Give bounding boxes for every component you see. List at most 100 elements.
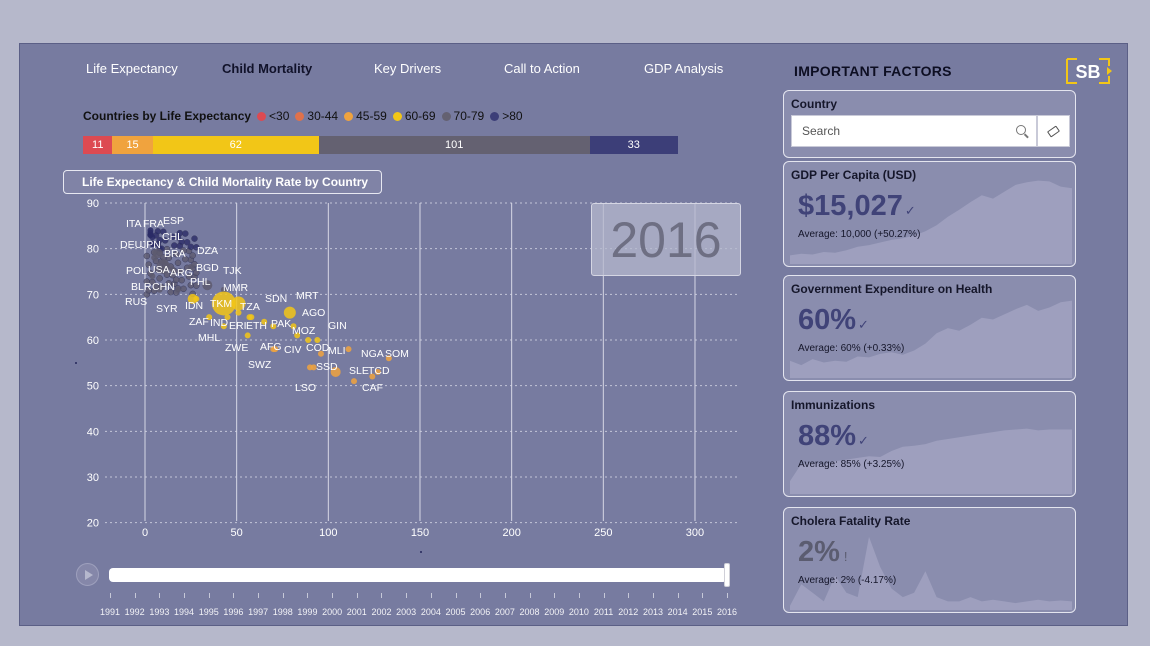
scatter-point[interactable] bbox=[187, 243, 195, 251]
scatter-point[interactable] bbox=[149, 241, 156, 248]
legend-item[interactable]: 70-79 bbox=[441, 109, 484, 123]
scatter-point[interactable] bbox=[224, 314, 231, 321]
scatter-point[interactable] bbox=[147, 227, 154, 234]
year-label[interactable]: 2009 bbox=[544, 607, 565, 617]
scatter-point[interactable] bbox=[167, 288, 174, 296]
year-label[interactable]: 2012 bbox=[618, 607, 639, 617]
scatter-point[interactable] bbox=[220, 323, 227, 330]
year-label[interactable]: 1999 bbox=[297, 607, 318, 617]
scatter-point[interactable] bbox=[156, 259, 171, 274]
scatter-point[interactable] bbox=[305, 337, 312, 344]
scatter-point[interactable] bbox=[165, 280, 173, 287]
tab-key-drivers[interactable]: Key Drivers bbox=[374, 61, 442, 76]
scatter-point[interactable] bbox=[180, 285, 187, 293]
scatter-point[interactable] bbox=[178, 238, 185, 246]
scatter-point[interactable] bbox=[317, 350, 324, 357]
scatter-point[interactable] bbox=[180, 247, 187, 254]
country-search-input[interactable]: Search bbox=[791, 115, 1037, 147]
scatter-point[interactable] bbox=[350, 378, 357, 385]
scatter-point[interactable] bbox=[270, 323, 277, 330]
scatter-point[interactable] bbox=[172, 276, 180, 283]
scatter-point[interactable] bbox=[174, 286, 181, 293]
scatter-point[interactable] bbox=[283, 306, 296, 319]
scatter-point[interactable] bbox=[191, 235, 198, 242]
scatter-point[interactable] bbox=[185, 273, 193, 280]
year-label[interactable]: 2015 bbox=[692, 607, 713, 617]
year-label[interactable]: 2008 bbox=[519, 607, 540, 617]
scatter-point[interactable] bbox=[169, 266, 176, 273]
year-label[interactable]: 1994 bbox=[174, 607, 195, 617]
tab-gdp-analysis[interactable]: GDP Analysis bbox=[644, 61, 724, 76]
clear-filter-button[interactable] bbox=[1037, 115, 1070, 147]
year-label[interactable]: 2013 bbox=[642, 607, 663, 617]
scatter-point[interactable] bbox=[211, 291, 236, 316]
scatter-point[interactable] bbox=[202, 280, 213, 291]
scatter-point[interactable] bbox=[294, 332, 301, 339]
search-icon[interactable] bbox=[1016, 125, 1026, 135]
scatter-point[interactable] bbox=[206, 314, 213, 321]
scatter-point[interactable] bbox=[143, 278, 151, 285]
year-label[interactable]: 2011 bbox=[593, 607, 614, 617]
year-label[interactable]: 2004 bbox=[420, 607, 441, 617]
year-label[interactable]: 2003 bbox=[396, 607, 417, 617]
scatter-point[interactable] bbox=[220, 286, 227, 293]
play-button[interactable] bbox=[76, 563, 99, 586]
year-label[interactable]: 1996 bbox=[223, 607, 244, 617]
scatter-point[interactable] bbox=[290, 323, 297, 330]
scatter-point[interactable] bbox=[345, 346, 352, 353]
scatter-point[interactable] bbox=[145, 286, 152, 294]
scatter-point[interactable] bbox=[187, 281, 195, 289]
year-label[interactable]: 1991 bbox=[99, 607, 121, 617]
scatter-point[interactable] bbox=[235, 309, 242, 316]
scatter-point[interactable] bbox=[156, 236, 163, 244]
scatter-point[interactable] bbox=[248, 314, 255, 321]
scatter-point[interactable] bbox=[187, 263, 194, 270]
scatter-point[interactable] bbox=[154, 228, 162, 235]
year-label[interactable]: 2006 bbox=[470, 607, 491, 617]
scatter-point[interactable] bbox=[156, 275, 163, 282]
legend-item[interactable]: 60-69 bbox=[392, 109, 436, 123]
year-label[interactable]: 2000 bbox=[322, 607, 343, 617]
tab-call-to-action[interactable]: Call to Action bbox=[504, 61, 580, 76]
legend-item[interactable]: >80 bbox=[490, 109, 523, 123]
year-label[interactable]: 2005 bbox=[445, 607, 466, 617]
stacked-bar-segment[interactable]: 11 bbox=[83, 136, 113, 154]
legend-item[interactable]: 45-59 bbox=[344, 109, 387, 123]
scatter-point[interactable] bbox=[306, 364, 313, 371]
scatter-point[interactable] bbox=[145, 261, 152, 268]
stacked-bar-segment[interactable]: 15 bbox=[112, 136, 153, 154]
year-slider-track[interactable] bbox=[109, 568, 727, 582]
scatter-point[interactable] bbox=[261, 318, 268, 325]
scatter-point[interactable] bbox=[156, 286, 163, 293]
scatter-point[interactable] bbox=[182, 255, 189, 263]
year-label[interactable]: 2010 bbox=[568, 607, 589, 617]
scatter-point[interactable] bbox=[187, 293, 198, 304]
scatter-point[interactable] bbox=[171, 242, 178, 249]
scatter-point[interactable] bbox=[182, 230, 189, 237]
scatter-point[interactable] bbox=[270, 346, 277, 353]
year-label[interactable]: 1997 bbox=[248, 607, 269, 617]
year-label[interactable]: 1995 bbox=[198, 607, 219, 617]
scatter-point[interactable] bbox=[385, 355, 392, 362]
year-label[interactable]: 2016 bbox=[716, 607, 738, 617]
scatter-point[interactable] bbox=[174, 259, 182, 267]
year-label[interactable]: 2001 bbox=[346, 607, 367, 617]
year-label[interactable]: 1992 bbox=[124, 607, 145, 617]
year-label[interactable]: 2014 bbox=[667, 607, 688, 617]
year-label[interactable]: 1998 bbox=[272, 607, 293, 617]
year-label[interactable]: 2002 bbox=[371, 607, 392, 617]
scatter-point[interactable] bbox=[143, 252, 151, 260]
scatter-point[interactable] bbox=[176, 229, 184, 237]
tab-life-expectancy[interactable]: Life Expectancy bbox=[86, 61, 178, 76]
scatter-point[interactable] bbox=[330, 366, 341, 377]
tab-child-mortality[interactable]: Child Mortality bbox=[222, 61, 313, 76]
scatter-point[interactable] bbox=[314, 337, 321, 344]
year-label[interactable]: 2007 bbox=[494, 607, 515, 617]
scatter-point[interactable] bbox=[149, 273, 156, 280]
legend-item[interactable]: 30-44 bbox=[295, 109, 338, 123]
legend-item[interactable]: <30 bbox=[257, 109, 289, 123]
scatter-point[interactable] bbox=[149, 234, 156, 241]
scatter-point[interactable] bbox=[152, 248, 163, 259]
year-label[interactable]: 1993 bbox=[149, 607, 170, 617]
scatter-point[interactable] bbox=[172, 250, 180, 258]
